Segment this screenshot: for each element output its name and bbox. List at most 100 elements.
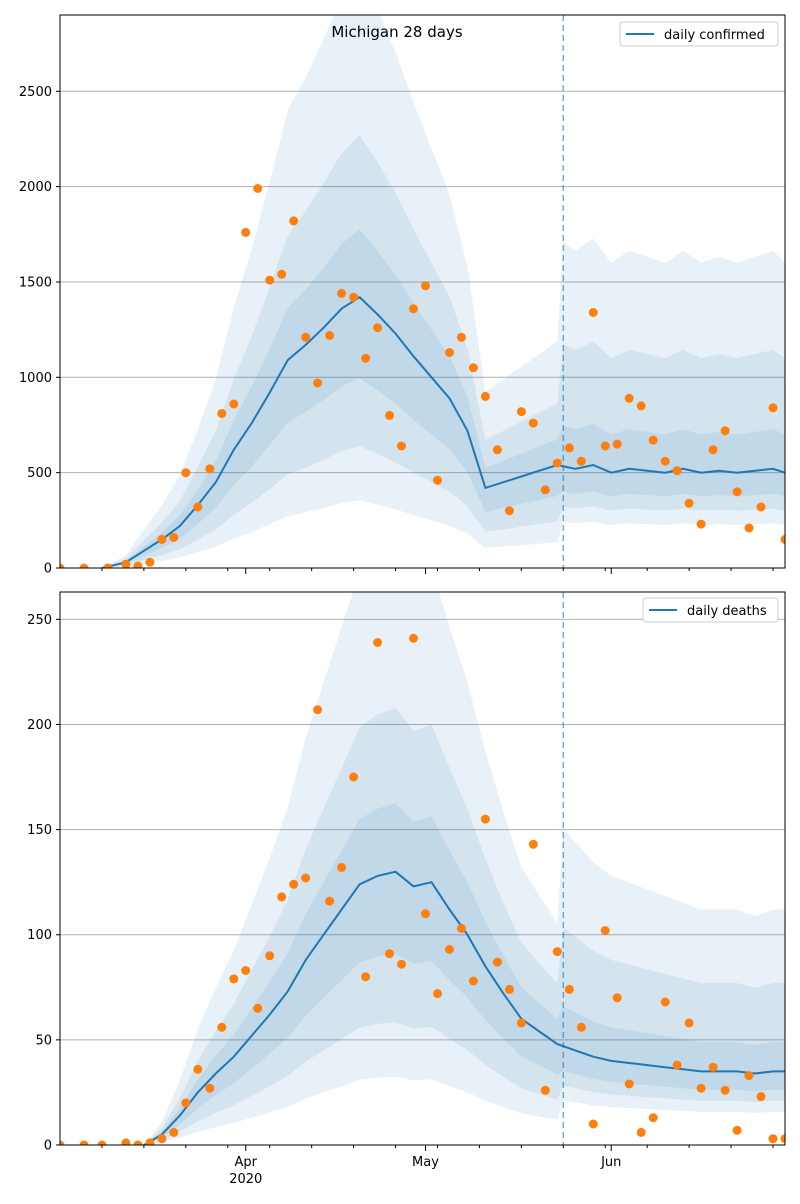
observed-point (385, 410, 394, 420)
observed-point (540, 1085, 550, 1095)
observed-point (193, 502, 203, 512)
x-tick-label: Apr (234, 1155, 257, 1170)
observed-point (480, 391, 490, 401)
y-tick-label: 150 (27, 823, 52, 838)
y-tick-label: 250 (27, 613, 52, 628)
observed-point (301, 873, 311, 883)
y-tick-label: 2000 (19, 180, 52, 195)
observed-point (289, 216, 299, 226)
observed-point (720, 1085, 730, 1095)
observed-point (277, 269, 287, 279)
observed-point (133, 561, 143, 568)
observed-point (181, 468, 191, 478)
observed-point (528, 418, 538, 428)
observed-point (289, 879, 299, 889)
observed-point (325, 330, 335, 340)
y-tick-label: 500 (27, 466, 52, 481)
observed-point (516, 407, 526, 417)
observed-point (744, 1071, 754, 1081)
observed-point (337, 862, 347, 872)
x-tick-sublabel: 2020 (229, 1172, 262, 1187)
model-line (143, 870, 785, 1145)
observed-point (373, 638, 383, 647)
observed-point (516, 1018, 526, 1028)
observed-point (624, 1079, 634, 1089)
observed-point (217, 1022, 227, 1032)
legend: daily deaths (642, 597, 779, 623)
legend: daily confirmed (619, 21, 779, 47)
x-tick-label: Jun (600, 1155, 621, 1170)
uncertainty-band (60, 229, 785, 568)
observed-point (696, 519, 706, 529)
observed-point (313, 705, 323, 715)
uncertainty-band (60, 707, 785, 1145)
observed-point (684, 498, 694, 508)
observed-point (103, 563, 113, 568)
observed-point (732, 1125, 742, 1135)
observed-point (528, 839, 538, 849)
observed-point (361, 353, 371, 363)
observed-point (361, 972, 371, 982)
observed-point (145, 1138, 155, 1145)
observed-point (708, 445, 718, 455)
observed-point (468, 363, 478, 373)
axes-frame (59, 14, 786, 569)
observed-point (504, 506, 514, 516)
observed-point (600, 926, 610, 935)
legend-box (619, 21, 779, 47)
observed-point (636, 401, 646, 411)
observed-point (564, 443, 574, 453)
observed-point (373, 323, 383, 333)
observed-point (744, 523, 754, 533)
observed-point (708, 1062, 718, 1072)
observed-point (133, 1140, 143, 1145)
observed-point (780, 534, 785, 544)
observed-point (660, 456, 670, 466)
observed-point (445, 348, 454, 357)
observed-point (145, 557, 155, 567)
observed-point (768, 403, 778, 413)
observed-point (385, 949, 394, 959)
legend-label: daily confirmed (664, 28, 765, 43)
chart-title: Michigan 28 days (331, 23, 462, 41)
observed-point (181, 1098, 191, 1108)
observed-point (60, 563, 65, 568)
observed-point (397, 959, 406, 969)
observed-point (349, 292, 359, 302)
observed-point (552, 947, 562, 957)
legend-label: daily deaths (687, 604, 767, 619)
observed-point (121, 559, 131, 568)
observed-point (121, 1138, 131, 1145)
uncertainty-band (60, 134, 785, 568)
observed-point (492, 445, 502, 455)
y-tick-label: 1000 (19, 371, 52, 386)
observed-point (241, 227, 251, 237)
confirmed-panel: 0 500 1000 1500 2000 2500 Michigan 28 days da… (19, 14, 786, 577)
observed-point (253, 1003, 263, 1013)
observed-point (229, 974, 239, 984)
observed-point (79, 563, 89, 568)
observed-point (684, 1018, 694, 1028)
observed-point (720, 426, 730, 436)
observed-point (79, 1140, 89, 1145)
observed-point (253, 184, 263, 193)
uncertainty-bands (60, 15, 785, 568)
observed-point (492, 957, 502, 967)
observed-point (157, 534, 167, 544)
observed-point (648, 435, 658, 445)
observed-point (349, 772, 359, 782)
observed-point (325, 896, 335, 906)
observed-point (636, 1127, 646, 1137)
observed-point (445, 945, 454, 954)
y-tick-label: 0 (44, 1139, 52, 1154)
observed-point (193, 1064, 203, 1074)
observed-point (768, 1134, 778, 1144)
observed-point (205, 1083, 215, 1093)
observed-point (540, 485, 550, 495)
uncertainty-band (60, 15, 785, 568)
observed-point (564, 984, 574, 994)
observed-point (576, 1022, 586, 1032)
observed-point (468, 976, 478, 986)
observed-point (732, 487, 742, 497)
